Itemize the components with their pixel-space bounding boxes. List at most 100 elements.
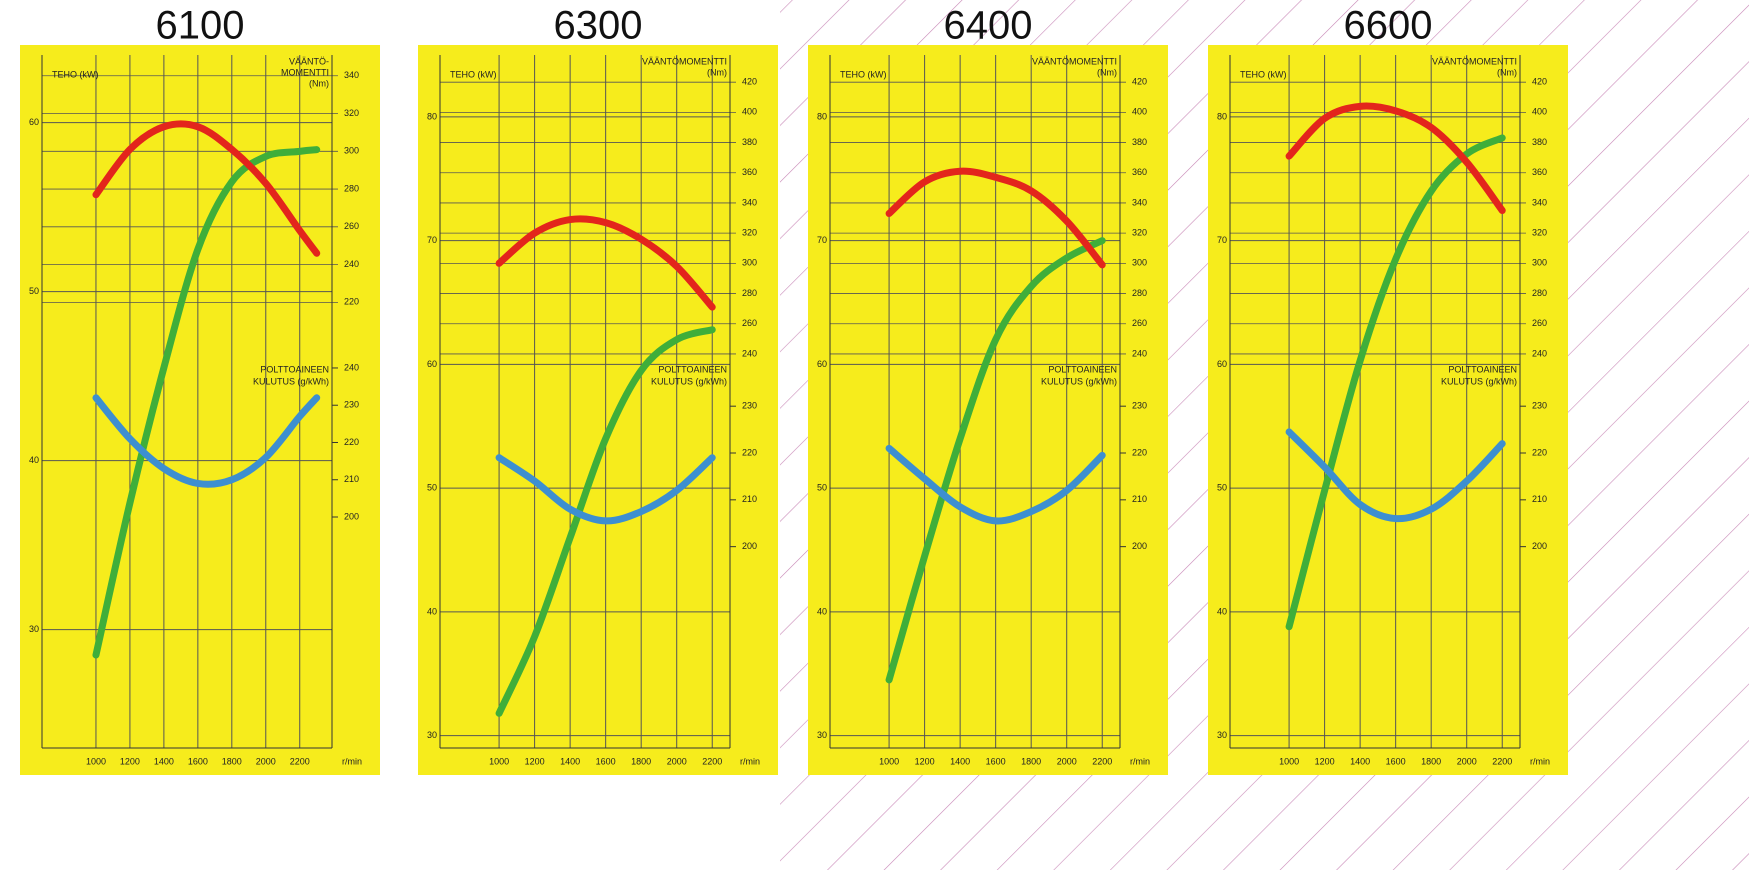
series-line	[92, 146, 321, 659]
y3-axis-label: POLTTOAINEEN	[260, 364, 329, 374]
y-tick-label: 40	[817, 606, 827, 616]
y2-axis-label: (Nm)	[1497, 67, 1517, 77]
y-tick-label: 70	[427, 235, 437, 245]
y-tick-label: 80	[817, 111, 827, 121]
y3-tick-label: 230	[742, 401, 757, 411]
x-tick-label: 1800	[1021, 756, 1041, 766]
y2-tick-label: 320	[344, 108, 359, 118]
x-tick-label: 1200	[120, 756, 140, 766]
x-axis-label: r/min	[342, 756, 362, 766]
y3-tick-label: 200	[344, 511, 359, 521]
y2-tick-label: 240	[344, 259, 359, 269]
x-tick-label: 2000	[1057, 756, 1077, 766]
x-tick-label: 1200	[525, 756, 545, 766]
y-axis-label: TEHO (kW)	[450, 69, 497, 79]
y2-tick-label: 420	[1532, 77, 1547, 87]
y2-tick-label: 260	[344, 221, 359, 231]
y2-axis-label: (Nm)	[309, 78, 329, 88]
series-line	[885, 167, 1106, 269]
y2-tick-label: 400	[1132, 107, 1147, 117]
x-tick-label: 1600	[188, 756, 208, 766]
y-tick-label: 60	[817, 359, 827, 369]
y2-axis-label: VÄÄNTÖMOMENTTI	[1032, 56, 1117, 66]
y3-axis-label: KULUTUS (g/kWh)	[651, 376, 727, 386]
x-tick-label: 1800	[631, 756, 651, 766]
x-tick-label: 2000	[256, 756, 276, 766]
y-tick-label: 80	[427, 111, 437, 121]
y2-axis-label: MOMENTTI	[281, 67, 329, 77]
y2-tick-label: 380	[1532, 137, 1547, 147]
y2-tick-label: 240	[1532, 348, 1547, 358]
x-tick-label: 1400	[560, 756, 580, 766]
x-tick-label: 2200	[290, 756, 310, 766]
y-axis-label: TEHO (kW)	[52, 69, 99, 79]
y2-tick-label: 420	[742, 77, 757, 87]
chart-title: 6100	[156, 4, 245, 48]
y3-tick-label: 240	[344, 362, 359, 372]
y3-tick-label: 210	[742, 494, 757, 504]
x-tick-label: 1200	[915, 756, 935, 766]
x-tick-label: 1000	[86, 756, 106, 766]
y2-axis-label: VÄÄNTÖ-	[289, 56, 329, 66]
y3-tick-label: 200	[1532, 541, 1547, 551]
y2-tick-label: 280	[742, 288, 757, 298]
y-tick-label: 30	[427, 730, 437, 740]
y-tick-label: 50	[427, 483, 437, 493]
series-line	[92, 120, 321, 257]
y-tick-label: 30	[29, 624, 39, 634]
y2-tick-label: 260	[1132, 318, 1147, 328]
panel-background	[808, 45, 1168, 775]
y2-tick-label: 360	[742, 167, 757, 177]
y2-axis-label: (Nm)	[707, 67, 727, 77]
x-tick-label: 1000	[879, 756, 899, 766]
y-tick-label: 40	[1217, 606, 1227, 616]
y2-tick-label: 260	[1532, 318, 1547, 328]
y-axis-label: TEHO (kW)	[1240, 69, 1287, 79]
x-tick-label: 1400	[154, 756, 174, 766]
y2-tick-label: 300	[742, 258, 757, 268]
y-tick-label: 60	[427, 359, 437, 369]
x-tick-label: 2000	[667, 756, 687, 766]
y3-tick-label: 220	[742, 447, 757, 457]
y3-tick-label: 210	[344, 474, 359, 484]
y3-tick-label: 230	[1532, 401, 1547, 411]
y-tick-label: 50	[1217, 483, 1227, 493]
y-tick-label: 30	[1217, 730, 1227, 740]
x-tick-label: 2200	[702, 756, 722, 766]
x-tick-label: 1400	[1350, 756, 1370, 766]
chart-title: 6300	[554, 4, 643, 48]
y2-tick-label: 280	[1532, 288, 1547, 298]
series-line	[885, 237, 1106, 684]
y2-tick-label: 340	[742, 197, 757, 207]
y2-tick-label: 380	[742, 137, 757, 147]
y2-axis-label: (Nm)	[1097, 67, 1117, 77]
y2-axis-label: VÄÄNTÖMOMENTTI	[642, 56, 727, 66]
panel-background	[418, 45, 778, 775]
y2-tick-label: 400	[1532, 107, 1547, 117]
y3-axis-label: POLTTOAINEEN	[658, 364, 727, 374]
y3-axis-label: KULUTUS (g/kWh)	[1441, 376, 1517, 386]
y2-tick-label: 300	[1532, 258, 1547, 268]
y3-axis-label: POLTTOAINEEN	[1048, 364, 1117, 374]
y2-tick-label: 220	[344, 297, 359, 307]
series-line	[495, 215, 716, 311]
y2-tick-label: 320	[1532, 228, 1547, 238]
y2-tick-label: 320	[742, 228, 757, 238]
chart-title: 6400	[944, 4, 1033, 48]
x-tick-label: 1000	[1279, 756, 1299, 766]
y2-tick-label: 280	[1132, 288, 1147, 298]
y3-tick-label: 220	[1532, 447, 1547, 457]
y2-tick-label: 300	[1132, 258, 1147, 268]
y3-tick-label: 210	[1532, 494, 1547, 504]
y2-tick-label: 360	[1532, 167, 1547, 177]
y2-axis-label: VÄÄNTÖMOMENTTI	[1432, 56, 1517, 66]
x-axis-label: r/min	[740, 756, 760, 766]
y-tick-label: 50	[817, 483, 827, 493]
y-tick-label: 40	[29, 455, 39, 465]
y3-axis-label: KULUTUS (g/kWh)	[1041, 376, 1117, 386]
x-tick-label: 1600	[1386, 756, 1406, 766]
y2-tick-label: 340	[1132, 197, 1147, 207]
y3-tick-label: 210	[1132, 494, 1147, 504]
y3-tick-label: 200	[1132, 541, 1147, 551]
y-tick-label: 40	[427, 606, 437, 616]
